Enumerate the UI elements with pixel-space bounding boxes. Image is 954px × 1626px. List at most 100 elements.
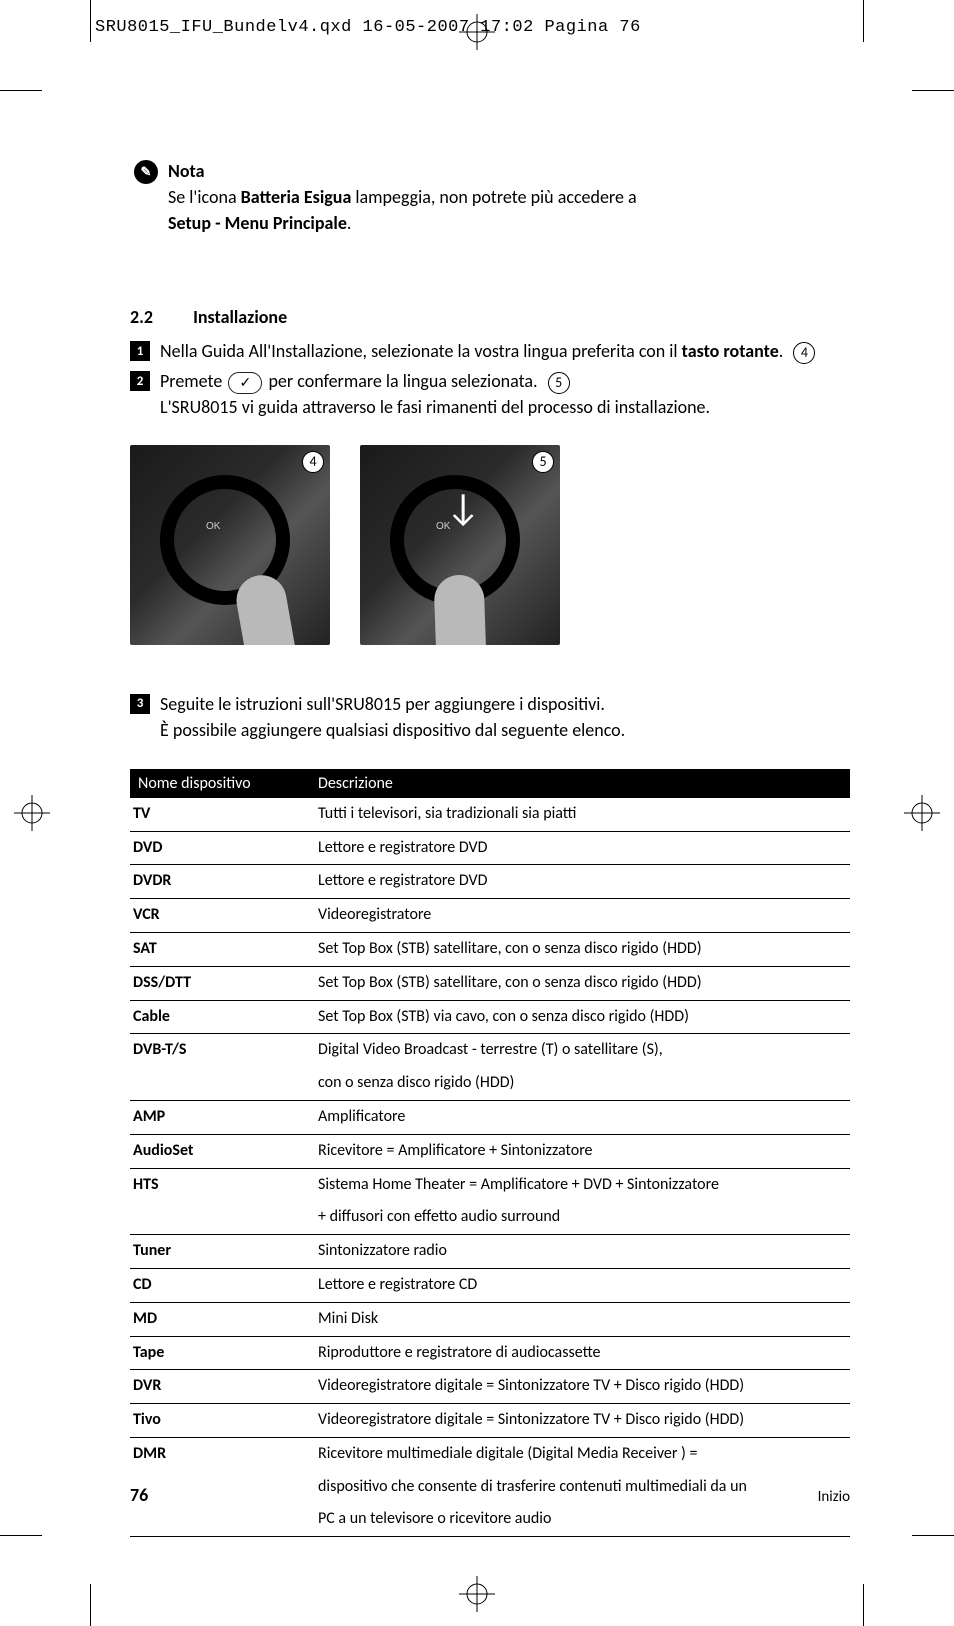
table-row: TapeRiproduttore e registratore di audio… xyxy=(130,1336,850,1370)
table-row: PC a un televisore o ricevitore audio xyxy=(130,1503,850,1536)
note-label: Nota xyxy=(168,160,204,182)
figure-image-4: OK 4 xyxy=(130,445,330,645)
device-desc: Lettore e registratore DVD xyxy=(310,831,850,865)
step-number-icon: 2 xyxy=(130,371,150,391)
device-desc: con o senza disco rigido (HDD) xyxy=(310,1067,850,1100)
crop-mark xyxy=(90,0,91,42)
table-row: CDLettore e registratore CD xyxy=(130,1268,850,1302)
registration-mark-icon xyxy=(904,795,940,831)
figure-ref-icon: 4 xyxy=(793,342,815,364)
step-2: 2 Premete ✓ per confermare la lingua sel… xyxy=(130,368,850,420)
check-button-icon: ✓ xyxy=(228,372,262,394)
document-header: SRU8015_IFU_Bundelv4.qxd 16-05-2007 17:0… xyxy=(95,18,641,37)
step-number-icon: 1 xyxy=(130,341,150,361)
footer-section: Inizio xyxy=(818,1488,850,1506)
figure-row: OK 4 OK ↓ 5 xyxy=(130,445,850,645)
device-name: Tape xyxy=(130,1336,310,1370)
device-desc: Set Top Box (STB) satellitare, con o sen… xyxy=(310,966,850,1000)
registration-mark-icon xyxy=(459,1576,495,1612)
device-desc: Mini Disk xyxy=(310,1302,850,1336)
table-header-desc: Descrizione xyxy=(310,769,850,798)
device-desc: Digital Video Broadcast - terrestre (T) … xyxy=(310,1034,850,1067)
device-name: CD xyxy=(130,1268,310,1302)
figure-ref-icon: 5 xyxy=(548,372,570,394)
device-name: TV xyxy=(130,798,310,831)
registration-mark-icon xyxy=(14,795,50,831)
device-desc: Videoregistratore xyxy=(310,899,850,933)
page-number: 76 xyxy=(130,1484,148,1506)
device-name: DVB-T/S xyxy=(130,1034,310,1067)
table-row: MDMini Disk xyxy=(130,1302,850,1336)
step-1: 1 Nella Guida All'Installazione, selezio… xyxy=(130,338,850,364)
page-content: ✎ Nota Se l'icona Batteria Esigua lampeg… xyxy=(130,90,850,1537)
device-desc: Riproduttore e registratore di audiocass… xyxy=(310,1336,850,1370)
device-name: DSS/DTT xyxy=(130,966,310,1000)
device-name: MD xyxy=(130,1302,310,1336)
crop-mark xyxy=(863,1584,864,1626)
device-name: DVDR xyxy=(130,865,310,899)
device-desc: Amplificatore xyxy=(310,1100,850,1134)
device-name: AMP xyxy=(130,1100,310,1134)
table-row: DSS/DTTSet Top Box (STB) satellitare, co… xyxy=(130,966,850,1000)
device-name: AudioSet xyxy=(130,1134,310,1168)
section-number: 2.2 xyxy=(130,306,153,328)
crop-mark xyxy=(912,90,954,91)
section-title: Installazione xyxy=(193,306,287,328)
table-row: + diffusori con effetto audio surround xyxy=(130,1201,850,1234)
device-desc: Lettore e registratore CD xyxy=(310,1268,850,1302)
device-desc: Tutti i televisori, sia tradizionali sia… xyxy=(310,798,850,831)
device-desc: Sintonizzatore radio xyxy=(310,1235,850,1269)
device-desc: Lettore e registratore DVD xyxy=(310,865,850,899)
section-installazione: 2.2 Installazione 1 Nella Guida All'Inst… xyxy=(130,306,850,1537)
table-row: AudioSetRicevitore = Amplificatore + Sin… xyxy=(130,1134,850,1168)
table-header-name: Nome dispositivo xyxy=(130,769,310,798)
device-name: DVR xyxy=(130,1370,310,1404)
table-row: TVTutti i televisori, sia tradizionali s… xyxy=(130,798,850,831)
device-desc: Set Top Box (STB) via cavo, con o senza … xyxy=(310,1000,850,1034)
crop-mark xyxy=(912,1535,954,1536)
table-row: TivoVideoregistratore digitale = Sintoni… xyxy=(130,1404,850,1438)
table-row: HTSSistema Home Theater = Amplificatore … xyxy=(130,1168,850,1201)
note-icon: ✎ xyxy=(134,160,158,184)
note-text-2: Setup - Menu Principale xyxy=(168,212,347,234)
device-name: Tivo xyxy=(130,1404,310,1438)
device-desc: Videoregistratore digitale = Sintonizzat… xyxy=(310,1370,850,1404)
table-row: DVDLettore e registratore DVD xyxy=(130,831,850,865)
device-name: SAT xyxy=(130,932,310,966)
device-name: Tuner xyxy=(130,1235,310,1269)
step-3: 3 Seguite le istruzioni sull'SRU8015 per… xyxy=(130,691,850,743)
figure-image-5: OK ↓ 5 xyxy=(360,445,560,645)
crop-mark xyxy=(0,90,42,91)
step-number-icon: 3 xyxy=(130,694,150,714)
device-name: HTS xyxy=(130,1168,310,1201)
note-block: ✎ Nota Se l'icona Batteria Esigua lampeg… xyxy=(130,158,850,236)
table-row: con o senza disco rigido (HDD) xyxy=(130,1067,850,1100)
figure-badge-icon: 5 xyxy=(532,451,554,473)
table-row: DVRVideoregistratore digitale = Sintoniz… xyxy=(130,1370,850,1404)
table-row: VCRVideoregistratore xyxy=(130,899,850,933)
device-name: DVD xyxy=(130,831,310,865)
device-name: VCR xyxy=(130,899,310,933)
device-name: DMR xyxy=(130,1437,310,1470)
device-desc: PC a un televisore o ricevitore audio xyxy=(310,1503,850,1536)
device-name: Cable xyxy=(130,1000,310,1034)
table-row: SATSet Top Box (STB) satellitare, con o … xyxy=(130,932,850,966)
note-text: Se l'icona Batteria Esigua lampeggia, no… xyxy=(168,186,637,208)
crop-mark xyxy=(863,0,864,42)
device-desc: + diffusori con effetto audio surround xyxy=(310,1201,850,1234)
crop-mark xyxy=(0,1535,42,1536)
table-row: DVDRLettore e registratore DVD xyxy=(130,865,850,899)
device-desc: Videoregistratore digitale = Sintonizzat… xyxy=(310,1404,850,1438)
table-row: DMRRicevitore multimediale digitale (Dig… xyxy=(130,1437,850,1470)
device-table: Nome dispositivo Descrizione TVTutti i t… xyxy=(130,769,850,1538)
table-row: TunerSintonizzatore radio xyxy=(130,1235,850,1269)
device-desc: Set Top Box (STB) satellitare, con o sen… xyxy=(310,932,850,966)
table-row: CableSet Top Box (STB) via cavo, con o s… xyxy=(130,1000,850,1034)
device-desc: Ricevitore = Amplificatore + Sintonizzat… xyxy=(310,1134,850,1168)
table-row: DVB-T/SDigital Video Broadcast - terrest… xyxy=(130,1034,850,1067)
table-row: AMPAmplificatore xyxy=(130,1100,850,1134)
device-desc: Ricevitore multimediale digitale (Digita… xyxy=(310,1437,850,1470)
page-footer: 76 Inizio xyxy=(130,1484,850,1506)
device-desc: Sistema Home Theater = Amplificatore + D… xyxy=(310,1168,850,1201)
crop-mark xyxy=(90,1584,91,1626)
